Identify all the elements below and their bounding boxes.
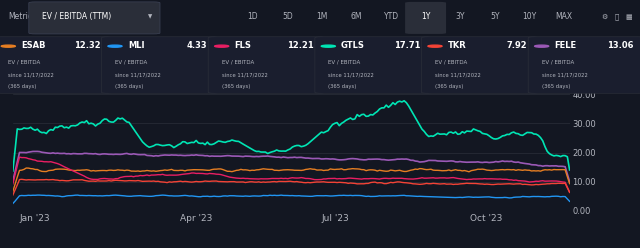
- Text: (365 days): (365 days): [115, 84, 143, 89]
- Text: 1D: 1D: [248, 12, 258, 22]
- Text: 12.21: 12.21: [287, 41, 314, 50]
- Text: 1Y: 1Y: [421, 12, 430, 22]
- Text: 5D: 5D: [282, 12, 292, 22]
- Text: EV / EBITDA: EV / EBITDA: [435, 60, 467, 65]
- Text: since 11/17/2022: since 11/17/2022: [328, 73, 374, 78]
- FancyBboxPatch shape: [405, 2, 446, 34]
- Circle shape: [1, 45, 15, 47]
- Text: (365 days): (365 days): [328, 84, 356, 89]
- Circle shape: [534, 45, 548, 47]
- Text: since 11/17/2022: since 11/17/2022: [8, 73, 54, 78]
- Text: EV / EBITDA (TTM): EV / EBITDA (TTM): [42, 12, 111, 22]
- Text: since 11/17/2022: since 11/17/2022: [435, 73, 481, 78]
- Text: (365 days): (365 days): [8, 84, 36, 89]
- Text: since 11/17/2022: since 11/17/2022: [115, 73, 161, 78]
- Text: 3Y: 3Y: [456, 12, 465, 22]
- Text: FLS: FLS: [234, 41, 252, 50]
- Text: 10Y: 10Y: [522, 12, 536, 22]
- Text: FELE: FELE: [554, 41, 577, 50]
- Text: YTD: YTD: [383, 12, 399, 22]
- Text: 4.33: 4.33: [186, 41, 207, 50]
- Text: 12.32: 12.32: [74, 41, 100, 50]
- Text: ⤢: ⤢: [614, 14, 618, 20]
- Text: EV / EBITDA: EV / EBITDA: [115, 60, 147, 65]
- Circle shape: [428, 45, 442, 47]
- Circle shape: [321, 45, 335, 47]
- Text: 17.71: 17.71: [394, 41, 420, 50]
- Text: EV / EBITDA: EV / EBITDA: [328, 60, 360, 65]
- FancyBboxPatch shape: [315, 37, 431, 93]
- Circle shape: [214, 45, 228, 47]
- FancyBboxPatch shape: [528, 37, 640, 93]
- Text: MLI: MLI: [128, 41, 144, 50]
- Text: 1M: 1M: [316, 12, 328, 22]
- FancyBboxPatch shape: [29, 2, 160, 34]
- Text: (365 days): (365 days): [541, 84, 570, 89]
- Text: EV / EBITDA: EV / EBITDA: [541, 60, 574, 65]
- Text: ▦: ▦: [625, 14, 632, 20]
- Text: 13.06: 13.06: [607, 41, 634, 50]
- Text: EV / EBITDA: EV / EBITDA: [8, 60, 40, 65]
- Text: 7.92: 7.92: [506, 41, 527, 50]
- Text: 6M: 6M: [351, 12, 362, 22]
- Text: MAX: MAX: [556, 12, 572, 22]
- Text: TKR: TKR: [448, 41, 467, 50]
- Text: ⚙: ⚙: [601, 14, 607, 20]
- FancyBboxPatch shape: [0, 37, 111, 93]
- Text: 5Y: 5Y: [490, 12, 499, 22]
- Text: since 11/17/2022: since 11/17/2022: [541, 73, 588, 78]
- Text: (365 days): (365 days): [221, 84, 250, 89]
- Text: ▼: ▼: [148, 14, 153, 19]
- Text: EV / EBITDA: EV / EBITDA: [221, 60, 254, 65]
- Text: since 11/17/2022: since 11/17/2022: [221, 73, 268, 78]
- Text: GTLS: GTLS: [341, 41, 365, 50]
- FancyBboxPatch shape: [422, 37, 538, 93]
- Text: (365 days): (365 days): [435, 84, 463, 89]
- Text: ESAB: ESAB: [21, 41, 45, 50]
- Circle shape: [108, 45, 122, 47]
- FancyBboxPatch shape: [208, 37, 324, 93]
- Text: Metric: Metric: [8, 12, 32, 22]
- FancyBboxPatch shape: [102, 37, 218, 93]
